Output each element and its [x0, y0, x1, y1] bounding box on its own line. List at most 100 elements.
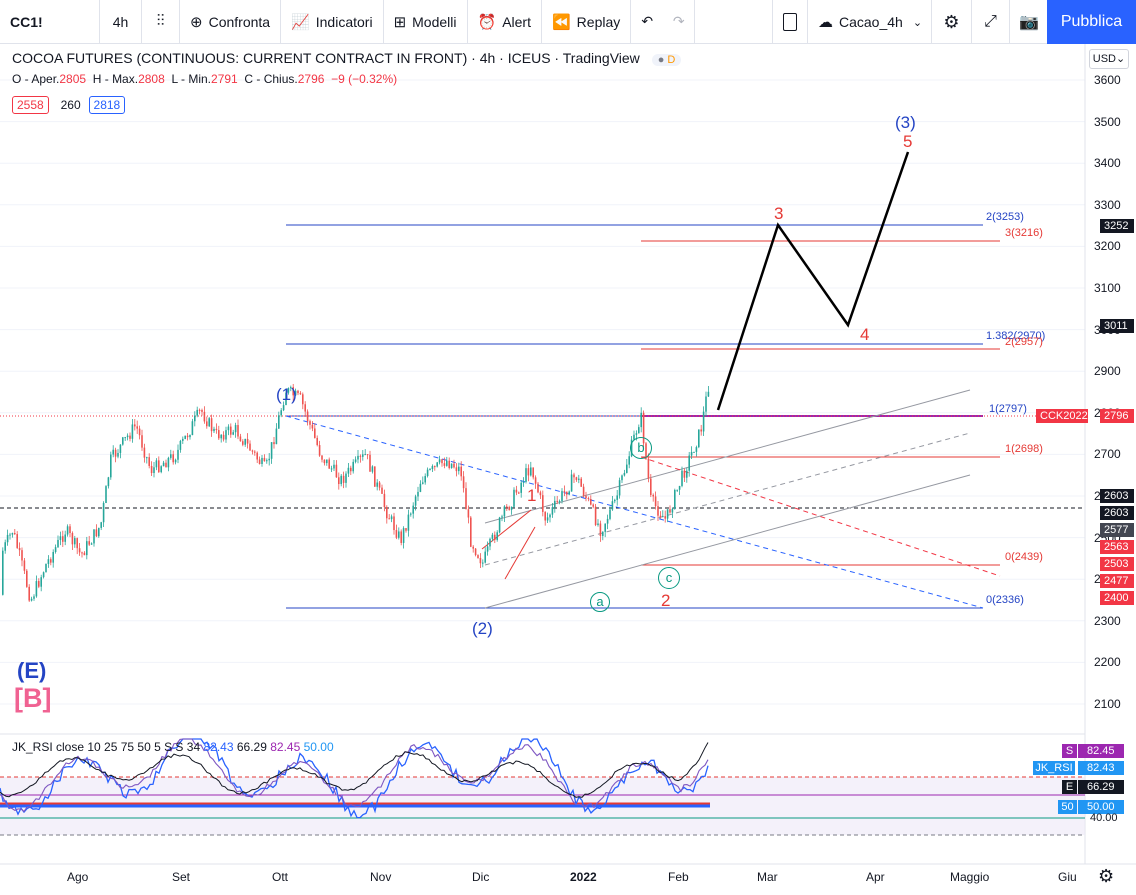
candle-body: [83, 552, 86, 556]
wave-label-c: c: [658, 567, 680, 589]
candle-body: [23, 560, 26, 571]
candle-body: [616, 495, 618, 500]
candle-body: [78, 548, 81, 553]
wave-label-r5: 5: [903, 132, 913, 151]
candle-body: [186, 435, 189, 438]
candle-body: [218, 430, 220, 439]
candle-body: [558, 501, 561, 503]
time-axis-label: 2022: [570, 870, 597, 884]
fullscreen-button[interactable]: ⤢: [972, 0, 1010, 44]
candle-body: [522, 481, 525, 483]
box-lower[interactable]: 2558: [12, 96, 49, 114]
candle-body: [460, 466, 462, 477]
candle-body: [508, 506, 510, 510]
candle-body: [364, 454, 366, 456]
candle-body: [179, 440, 182, 450]
candle-body: [443, 463, 446, 466]
candle-body: [374, 466, 376, 487]
price-tag-3011: 3011: [1100, 319, 1134, 333]
candle-body: [208, 418, 210, 427]
candle-body: [18, 547, 21, 551]
candle-body: [330, 468, 333, 470]
candle-body: [124, 437, 126, 439]
alert-button[interactable]: ⏰ Alert: [468, 0, 542, 44]
candle-body: [213, 428, 215, 432]
time-axis-settings-button[interactable]: ⚙: [1098, 866, 1114, 887]
alarm-clock-icon: ⏰: [477, 13, 497, 31]
candle-body: [539, 492, 542, 496]
undo-button[interactable]: ↶: [631, 0, 663, 44]
candle-body: [105, 486, 107, 504]
candle-body: [45, 563, 47, 573]
redo-button[interactable]: ↷: [663, 0, 696, 44]
layout-button[interactable]: ☁ Cacao_4h ⌄: [808, 0, 932, 44]
chart-type-button[interactable]: ⫶⫶: [142, 0, 180, 44]
top-toolbar: CC1! 4h ⫶⫶ ⊕ Confronta 📈 Indicatori ⊞ Model…: [0, 0, 1136, 44]
candle-body: [290, 387, 292, 389]
candle-body: [477, 555, 479, 558]
wave-label-2-blue: (2): [472, 619, 493, 638]
candle-body: [618, 480, 621, 496]
interval-button[interactable]: 4h: [100, 0, 142, 44]
candle-body: [220, 434, 222, 439]
snapshot-button[interactable]: 📷: [1010, 0, 1048, 44]
candle-body: [678, 485, 681, 490]
candle-body: [155, 460, 158, 468]
candle-body: [352, 461, 354, 472]
candle-body: [249, 443, 251, 451]
candle-body: [654, 496, 657, 507]
candle-body: [342, 475, 345, 483]
candle-body: [323, 459, 326, 464]
candle-body: [371, 466, 374, 472]
symbol-search-button[interactable]: CC1!: [0, 0, 100, 44]
candle-body: [38, 581, 40, 587]
compare-button[interactable]: ⊕ Confronta: [180, 0, 282, 44]
candle-body: [378, 482, 381, 488]
candle-body: [227, 426, 230, 431]
candle-body: [614, 499, 616, 502]
candle-body: [263, 457, 266, 462]
candle-body: [266, 460, 268, 462]
candle-body: [292, 387, 294, 396]
candle-body: [203, 411, 206, 422]
candle-body: [57, 539, 59, 548]
gear-icon: ⚙: [943, 11, 960, 32]
fullscreen-select-button[interactable]: [772, 0, 808, 44]
blue-trendline: [285, 415, 984, 609]
candle-body: [369, 454, 371, 472]
candle-body: [498, 517, 501, 533]
box-upper[interactable]: 2818: [88, 96, 126, 114]
candle-body: [328, 459, 330, 469]
currency-selector[interactable]: USD⌄: [1089, 49, 1129, 69]
price-tag-2603a: 2603: [1100, 489, 1134, 503]
candle-body: [376, 482, 378, 487]
candle-body: [429, 469, 431, 471]
price-tag-2400: 2400: [1100, 591, 1134, 605]
templates-button[interactable]: ⊞ Modelli: [384, 0, 468, 44]
candle-body: [518, 492, 520, 494]
candle-body: [674, 489, 676, 509]
settings-button[interactable]: ⚙: [932, 0, 972, 44]
candle-body: [222, 434, 225, 440]
publish-button[interactable]: Pubblica: [1047, 0, 1136, 44]
price-tag-2477: 2477: [1100, 574, 1134, 588]
candle-body: [537, 483, 539, 493]
candle-body: [146, 457, 148, 459]
candle-body: [407, 514, 410, 531]
candle-body: [302, 394, 304, 405]
candle-body: [419, 483, 422, 492]
candle-body: [621, 475, 623, 481]
candle-body: [676, 489, 678, 491]
candle-body: [251, 450, 254, 452]
candle-body: [580, 478, 582, 487]
candle-body: [647, 458, 650, 479]
candle-body: [640, 412, 642, 428]
price-chart[interactable]: [0, 44, 1136, 895]
replay-button[interactable]: ⏪ Replay: [542, 0, 632, 44]
candle-body: [405, 528, 407, 531]
indicators-button[interactable]: 📈 Indicatori: [281, 0, 384, 44]
time-axis-label: Apr: [866, 870, 885, 884]
candle-body: [568, 491, 570, 495]
candle-body: [59, 536, 62, 540]
candle-body: [467, 509, 470, 518]
